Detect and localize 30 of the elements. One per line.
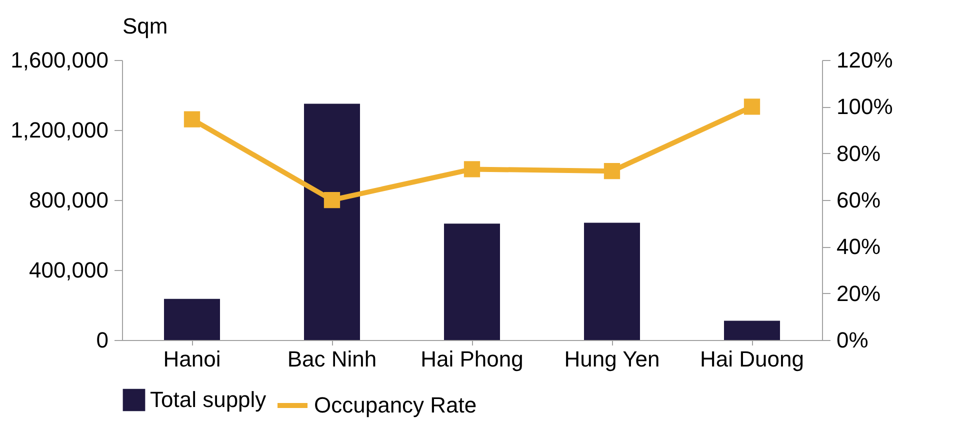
y-tick-label: 1,600,000 xyxy=(10,48,108,72)
bar xyxy=(724,320,780,340)
x-tick-label: Hai Duong xyxy=(700,346,804,372)
x-tick-label: Hanoi xyxy=(163,346,221,372)
legend-label: Occupancy Rate xyxy=(314,392,477,418)
x-tick-label: Bac Ninh xyxy=(287,346,377,372)
y2-tick-label: 80% xyxy=(836,140,881,166)
point xyxy=(464,161,480,178)
y-tick-label: 1,200,000 xyxy=(10,118,108,142)
point xyxy=(324,192,340,208)
point xyxy=(604,163,620,180)
y-tick-label: 0 xyxy=(96,328,108,352)
y2-tick-label: 60% xyxy=(836,188,881,212)
x-tick-label: Hung Yen xyxy=(564,346,660,372)
y2-tick-label: 40% xyxy=(836,234,881,260)
bar xyxy=(164,298,220,340)
y2-tick-label: 20% xyxy=(836,280,881,306)
bar xyxy=(584,222,640,340)
bar xyxy=(304,104,360,340)
x-tick-label: Hai Phong xyxy=(420,346,524,372)
y-axis-title: Sqm xyxy=(122,14,168,38)
y-tick-label: 400,000 xyxy=(28,258,108,282)
legend-label: Total supply xyxy=(150,387,266,412)
y2-tick-label: 100% xyxy=(836,94,893,120)
point xyxy=(744,98,760,115)
bar xyxy=(444,224,500,340)
point xyxy=(184,111,200,128)
y-tick-label: 800,000 xyxy=(28,188,108,212)
y2-tick-label: 120% xyxy=(836,48,893,72)
y2-tick-label: 0% xyxy=(836,328,868,352)
